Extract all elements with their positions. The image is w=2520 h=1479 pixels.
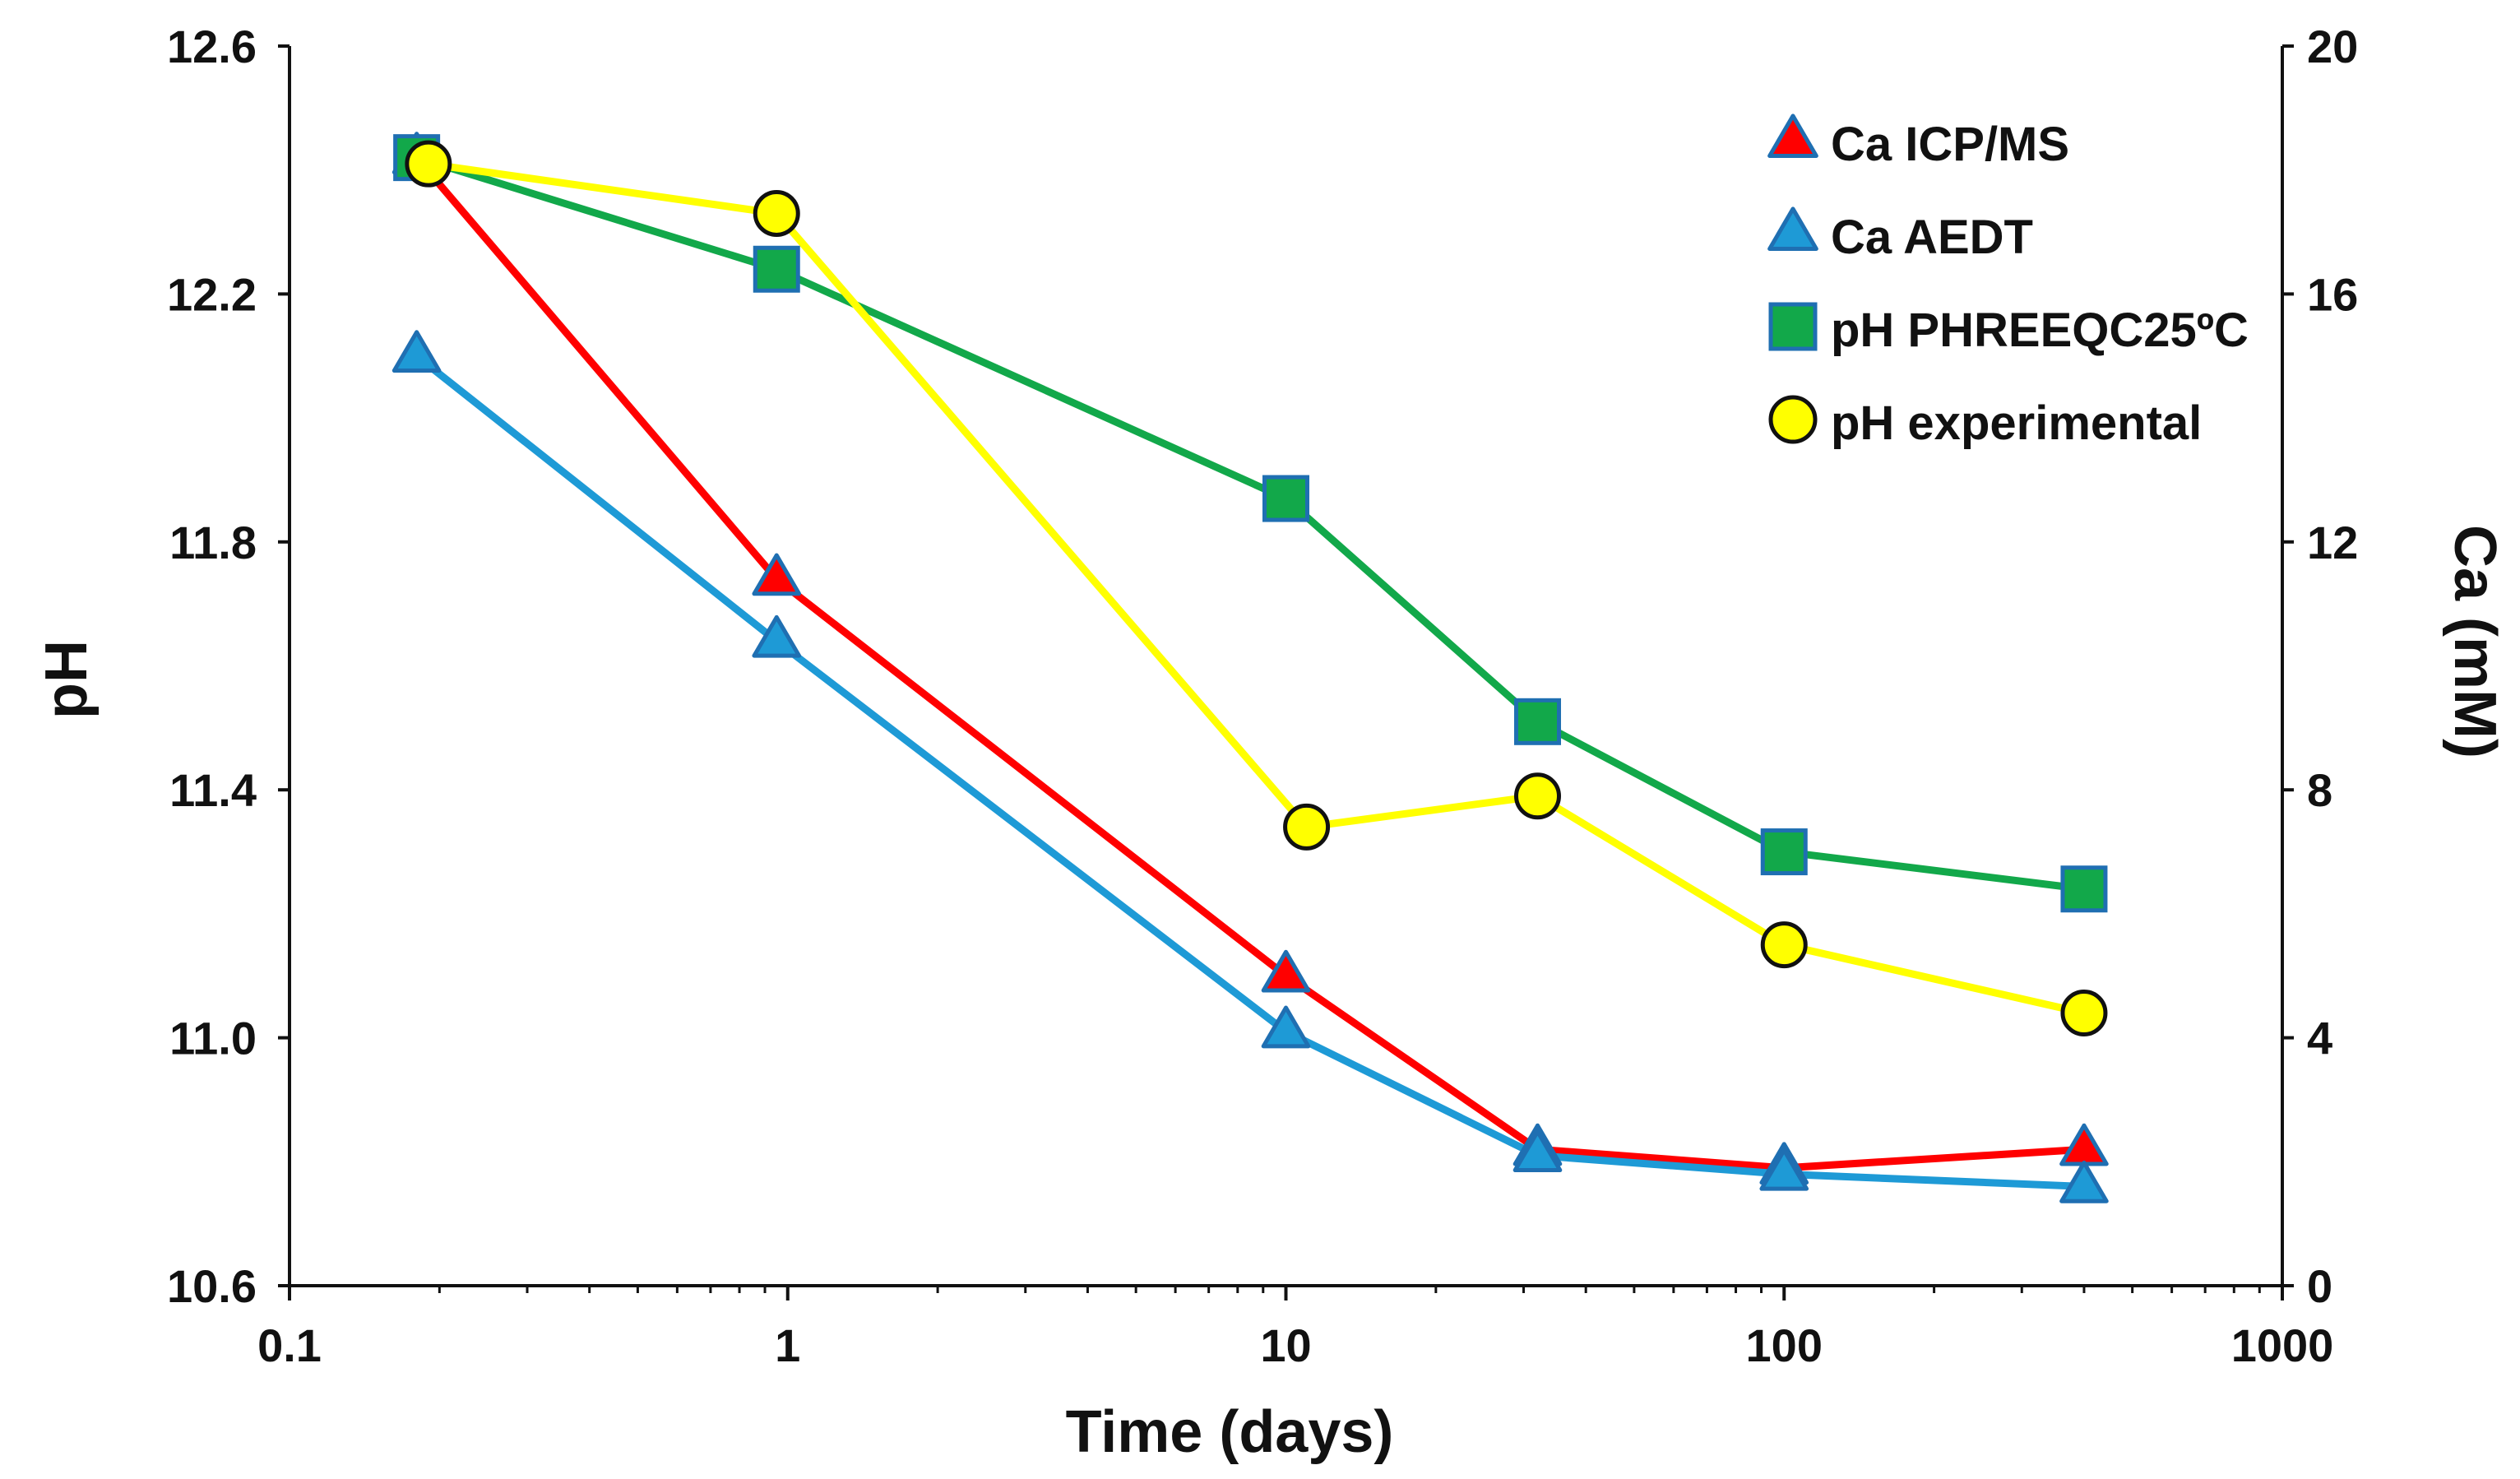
legend-marker-ca-aedt	[1767, 206, 1818, 251]
y2-tick-label: 0	[2307, 1260, 2332, 1312]
data-point-ca-aedt	[1261, 1005, 1311, 1049]
legend-label: pH PHREEQC25ºC	[1831, 304, 2249, 357]
x-tick-labels: 0.1 1 10 100 1000	[257, 1319, 2333, 1371]
y2-tick-labels: 0 4 8 12 16 20	[2307, 21, 2358, 1312]
data-point-ph-experimental	[1760, 921, 1808, 969]
legend: Ca ICP/MS Ca AEDT pH PHREEQC25ºC pH experim…	[1767, 114, 2249, 450]
data-point-ph-phreeqc25-c	[1760, 828, 1808, 876]
y-tick-label: 11.4	[169, 764, 257, 816]
data-point-ph-experimental	[1283, 803, 1331, 851]
data-point-ph-phreeqc25-c	[753, 245, 800, 293]
data-point-ph-phreeqc25-c	[2060, 865, 2108, 913]
axes	[278, 44, 2294, 1300]
y-tick-label: 12.6	[167, 21, 257, 72]
x-axis-title: Time (days)	[1066, 1399, 1394, 1465]
legend-item-ca-icp-ms: Ca ICP/MS	[1767, 114, 2069, 171]
data-point-ph-experimental	[1513, 772, 1561, 820]
series-lines	[413, 154, 2088, 1190]
data-point-ca-aedt	[2059, 1160, 2109, 1203]
data-point-ca-aedt	[752, 614, 802, 658]
x-tick-label: 0.1	[257, 1319, 322, 1371]
data-point-ph-experimental	[405, 140, 452, 188]
legend-label: Ca AEDT	[1831, 211, 2033, 264]
y-tick-label: 10.6	[167, 1260, 257, 1312]
series-line-ca-aedt	[413, 352, 2088, 1190]
legend-marker-ph-phreeqc25-c	[1768, 302, 1818, 351]
series-line-ph-experimental	[424, 160, 2088, 1017]
x-tick-label: 1000	[2231, 1319, 2334, 1371]
data-point-ph-experimental	[2060, 989, 2108, 1036]
data-point-ca-icp-ms	[752, 553, 802, 596]
y-axis-title: pH	[34, 640, 100, 719]
y2-tick-label: 16	[2307, 268, 2358, 320]
y-tick-labels: 10.6 11.0 11.4 11.8 12.2 12.6	[167, 21, 257, 1312]
data-point-ca-icp-ms	[2059, 1123, 2109, 1166]
data-point-ph-experimental	[753, 189, 800, 237]
y2-tick-label: 8	[2307, 764, 2332, 816]
data-point-ca-aedt	[1512, 1129, 1563, 1173]
x-tick-label: 100	[1746, 1319, 1823, 1371]
y2-tick-label: 4	[2307, 1013, 2332, 1064]
y2-axis-title: Ca (mM)	[2442, 525, 2508, 758]
y2-tick-label: 12	[2307, 517, 2358, 568]
y-tick-label: 12.2	[167, 268, 257, 320]
y2-tick-label: 20	[2307, 21, 2358, 72]
data-point-ph-phreeqc25-c	[1262, 475, 1309, 522]
series-markers	[391, 132, 2109, 1203]
data-point-ca-aedt	[1759, 1148, 1809, 1191]
legend-marker-ph-experimental	[1768, 395, 1818, 444]
legend-label: pH experimental	[1831, 396, 2202, 450]
series-line-ca-icp-ms	[413, 154, 2088, 1172]
legend-label: Ca ICP/MS	[1831, 118, 2069, 171]
series-line-ph-phreeqc25-c	[413, 154, 2088, 893]
x-tick-label: 1	[775, 1319, 800, 1371]
legend-marker-ca-icp-ms	[1767, 114, 1818, 158]
data-point-ca-aedt	[391, 330, 442, 373]
y-tick-label: 11.8	[169, 517, 257, 568]
legend-item-ca-aedt: Ca AEDT	[1767, 206, 2033, 264]
y-tick-label: 11.0	[169, 1013, 257, 1064]
x-tick-label: 10	[1260, 1319, 1311, 1371]
legend-item-ph-experimental: pH experimental	[1768, 395, 2202, 450]
data-point-ph-phreeqc25-c	[1513, 698, 1561, 745]
data-point-ca-icp-ms	[1261, 949, 1311, 993]
legend-item-ph-phreeqc25-c: pH PHREEQC25ºC	[1768, 302, 2249, 357]
